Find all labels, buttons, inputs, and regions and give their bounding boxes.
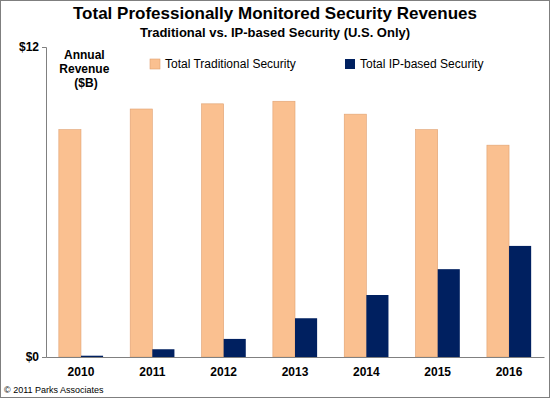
series-bars <box>81 246 531 357</box>
legend-item: Total Traditional Security <box>150 57 296 71</box>
x-axis-line <box>47 357 545 358</box>
bar <box>224 339 246 357</box>
x-tick-label: 2010 <box>68 365 95 379</box>
bar <box>295 318 317 357</box>
y-axis-line <box>42 48 47 358</box>
x-axis: 2010 2011 2012 2013 2014 2015 2016 <box>47 357 545 379</box>
series-bars <box>59 101 509 357</box>
x-tick: 2012 <box>210 357 237 379</box>
x-tick-label: 2013 <box>282 365 309 379</box>
y-tick: $0 <box>26 350 46 364</box>
x-tick: 2011 <box>139 357 165 379</box>
title: Total Professionally Monitored Security … <box>73 4 477 23</box>
bar <box>152 349 174 357</box>
bar <box>509 246 531 357</box>
bar <box>487 145 509 357</box>
y-axis: $0 $12 <box>19 40 47 364</box>
legend-item: Total IP-based Security <box>345 57 483 71</box>
y-tick-label: $12 <box>19 40 39 54</box>
legend: Total Traditional Security Total IP-based… <box>150 57 483 71</box>
y-tick-mark <box>42 47 46 48</box>
x-tick-label: 2011 <box>139 365 165 379</box>
bar <box>59 130 81 357</box>
bar <box>438 269 460 357</box>
subtitle: Traditional vs. IP-based Security (U.S. … <box>140 25 410 40</box>
x-tick: 2013 <box>282 357 309 379</box>
bars <box>59 101 531 357</box>
bar <box>366 295 388 357</box>
y-tick: $12 <box>19 40 46 54</box>
bar <box>202 104 224 357</box>
source-note: © 2011 Parks Associates <box>4 385 104 395</box>
y-tick-label: $0 <box>26 350 40 364</box>
y-tick-mark <box>42 357 46 358</box>
legend-swatch <box>150 59 160 69</box>
legend-label: Total Traditional Security <box>165 57 296 71</box>
x-tick-label: 2012 <box>210 365 237 379</box>
bar <box>273 101 295 357</box>
x-tick-label: 2016 <box>496 365 523 379</box>
bar <box>344 114 366 357</box>
bar <box>416 130 438 357</box>
bar <box>81 356 103 357</box>
x-tick: 2014 <box>353 357 380 379</box>
x-tick: 2015 <box>424 357 451 379</box>
legend-label: Total IP-based Security <box>360 57 483 71</box>
legend-swatch <box>345 59 355 69</box>
x-tick: 2016 <box>496 357 523 379</box>
x-tick-label: 2015 <box>424 365 451 379</box>
x-tick: 2010 <box>68 357 95 379</box>
chart: Total Professionally Monitored Security … <box>0 0 550 398</box>
bar <box>130 109 152 357</box>
y-axis-title: Annual Revenue ($B) <box>59 48 112 90</box>
chart-frame <box>1 1 550 398</box>
x-tick-label: 2014 <box>353 365 380 379</box>
